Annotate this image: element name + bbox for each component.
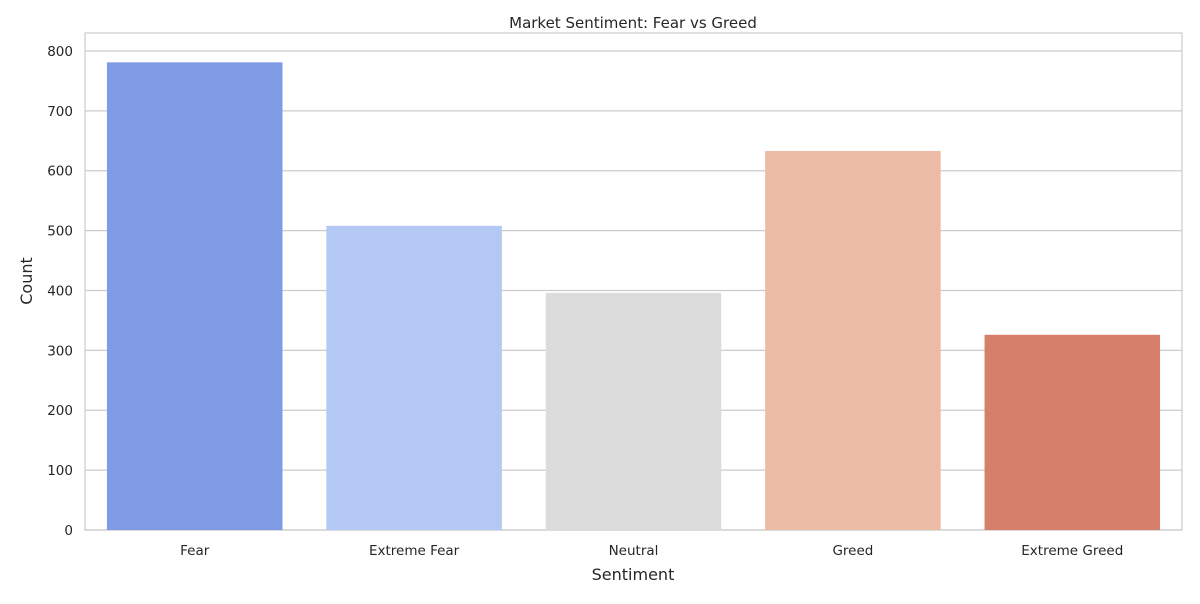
x-tick-label: Extreme Greed — [1021, 543, 1123, 559]
y-tick-label: 800 — [47, 44, 73, 60]
y-tick-label: 0 — [64, 523, 73, 539]
x-tick-label: Extreme Fear — [369, 543, 460, 559]
y-axis-title: Count — [17, 257, 36, 305]
bar-fear — [106, 62, 283, 530]
y-tick-label: 100 — [47, 463, 73, 479]
x-tick-labels: Fear Extreme Fear Neutral Greed Extreme Gree… — [180, 543, 1123, 559]
y-tick-label: 400 — [47, 283, 73, 299]
y-tick-label: 300 — [47, 343, 73, 359]
bar-greed — [765, 150, 941, 530]
y-tick-labels: 0 100 200 300 400 500 600 700 800 — [47, 44, 73, 539]
y-tick-label: 700 — [47, 104, 73, 120]
y-tick-label: 200 — [47, 403, 73, 419]
x-axis-title: Sentiment — [592, 565, 675, 584]
x-tick-label: Fear — [180, 543, 210, 559]
chart-title: Market Sentiment: Fear vs Greed — [509, 14, 757, 32]
bar-extreme-fear — [326, 225, 502, 530]
bars — [106, 62, 1161, 530]
y-tick-label: 500 — [47, 224, 73, 240]
x-tick-label: Greed — [832, 543, 873, 559]
bar-extreme-greed — [984, 334, 1161, 530]
bar-neutral — [545, 292, 722, 530]
y-tick-label: 600 — [47, 164, 73, 180]
x-tick-label: Neutral — [609, 543, 659, 559]
